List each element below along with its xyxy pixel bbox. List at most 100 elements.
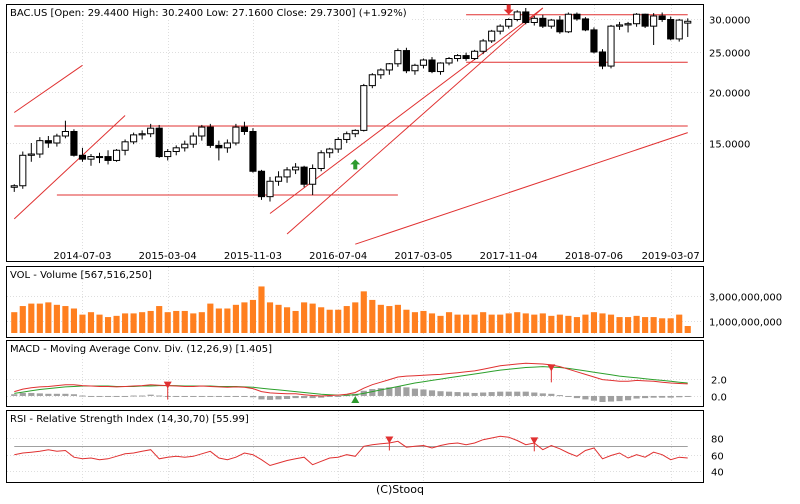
price-x-tick-label: 2015-11-03 — [224, 251, 282, 262]
macd-histogram-bar — [45, 393, 52, 396]
candle-body-down — [598, 51, 607, 67]
volume-bar — [241, 302, 248, 333]
candle-body-up — [675, 19, 683, 40]
macd-histogram-bar — [522, 391, 529, 396]
volume-bar — [556, 314, 563, 333]
candle — [539, 14, 547, 29]
price-x-tick-label: 2019-03-07 — [642, 251, 700, 262]
candle — [292, 163, 300, 175]
candle-body-up — [274, 176, 283, 182]
candle-body-up — [530, 17, 538, 23]
volume-bar — [292, 310, 299, 333]
candle — [274, 171, 283, 186]
price-title-bg — [7, 5, 411, 20]
volume-bar — [676, 314, 683, 333]
macd-histogram-bar — [531, 392, 538, 396]
candle-body-down — [428, 59, 436, 73]
candle-body-down — [78, 154, 87, 160]
candle-body-up — [326, 148, 334, 154]
candle-body-up — [266, 180, 274, 198]
volume-bar — [394, 304, 401, 333]
candle-body-up — [334, 138, 342, 150]
candle — [61, 120, 69, 139]
candle-body-up — [95, 156, 104, 159]
candle-body-up — [547, 19, 555, 27]
macd-histogram-bar — [173, 395, 180, 397]
volume-bar — [352, 302, 359, 333]
candle — [411, 63, 419, 75]
candle — [70, 129, 78, 157]
volume-bar — [565, 315, 572, 333]
candle — [513, 10, 521, 22]
trendline-6 — [13, 115, 126, 220]
candle — [598, 49, 607, 70]
candle-body-up — [36, 140, 44, 155]
macd-histogram-bar — [113, 395, 120, 397]
volume-bar — [684, 326, 691, 333]
candle — [19, 151, 27, 189]
volume-bar — [301, 302, 308, 333]
candle — [453, 54, 462, 62]
volume-title-bg — [7, 267, 153, 282]
candle-body-down — [573, 13, 581, 20]
candle — [479, 38, 487, 55]
macd-histogram-bar — [386, 387, 393, 396]
volume-bar — [633, 315, 640, 333]
candle — [658, 12, 666, 22]
volume-bar — [607, 314, 615, 333]
candle-body-down — [206, 126, 214, 146]
candle — [334, 137, 342, 153]
macd-histogram-bar — [505, 391, 512, 396]
volume-bar — [53, 304, 60, 333]
volume-bar — [428, 313, 436, 333]
macd-histogram-bar — [207, 395, 214, 397]
candle — [206, 123, 214, 148]
macd-histogram-bar — [36, 393, 43, 396]
volume-bar — [454, 314, 461, 333]
macd-histogram-bar — [139, 395, 146, 397]
candle-body-up — [411, 64, 419, 72]
candle — [564, 12, 572, 34]
macd-line — [14, 362, 688, 397]
macd-histogram-bar — [156, 395, 163, 397]
volume-bar — [377, 304, 384, 333]
volume-bar — [599, 313, 606, 333]
macd-histogram-bar — [292, 395, 299, 399]
macd-histogram-bar — [190, 395, 197, 397]
macd-histogram-bar — [11, 394, 18, 396]
candle-body-up — [505, 18, 513, 27]
macd-histogram-bar — [249, 395, 257, 398]
candle — [147, 123, 155, 138]
macd-histogram-bar — [318, 395, 325, 398]
candle-body-up — [377, 69, 385, 76]
candle-body-up — [471, 50, 479, 60]
macd-histogram-bar — [573, 395, 580, 399]
candle — [496, 24, 504, 35]
candle — [78, 147, 87, 162]
rsi-sell-signal-icon — [530, 437, 539, 445]
candle-body-up — [309, 167, 317, 185]
volume-bar — [156, 306, 163, 333]
price-x-tick-label: 2016-07-04 — [309, 251, 367, 262]
macd-histogram-bar — [275, 395, 282, 400]
volume-bar — [369, 299, 376, 333]
macd-histogram-bar — [335, 395, 342, 397]
candle-body-down — [240, 126, 249, 133]
volume-bar — [420, 310, 427, 333]
candle-body-down — [257, 170, 266, 198]
candle-body-up — [232, 126, 240, 144]
candle-body-down — [249, 131, 257, 172]
macd-histogram-bar — [224, 395, 231, 397]
candle — [522, 8, 530, 25]
macd-histogram-bar — [582, 395, 589, 400]
candle-body-up — [121, 141, 129, 151]
macd-histogram-bar — [87, 395, 95, 397]
macd-histogram-bar — [565, 395, 572, 397]
macd-histogram-bar — [667, 395, 674, 398]
volume-bar — [471, 314, 478, 333]
candle-body-down — [462, 55, 470, 60]
candle-body-up — [10, 185, 18, 188]
volume-bar — [360, 291, 367, 333]
macd-title-bg — [7, 341, 265, 356]
volume-bar — [650, 317, 657, 333]
